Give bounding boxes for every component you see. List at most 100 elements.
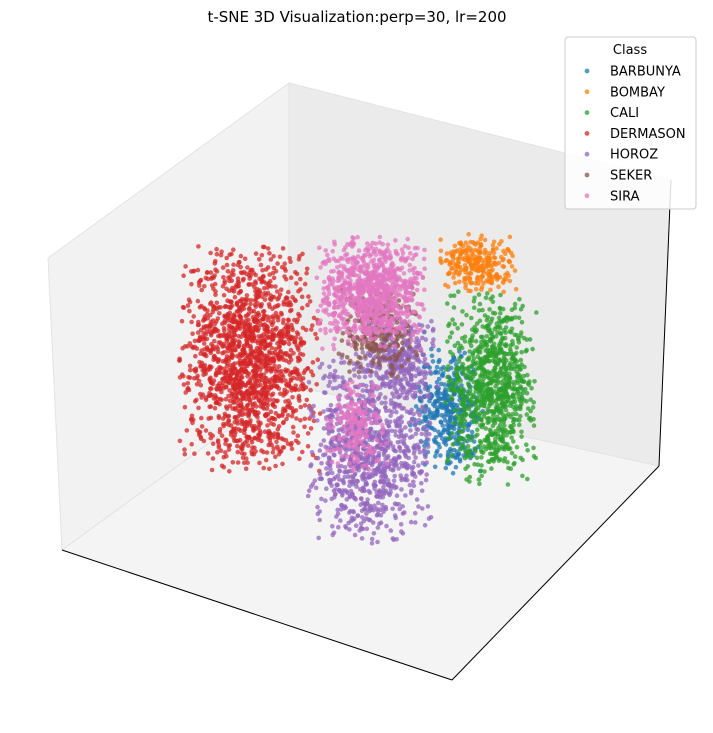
point-bombay — [486, 271, 492, 277]
point-dermason — [243, 298, 248, 303]
point-dermason — [256, 424, 262, 430]
point-cali — [496, 315, 502, 321]
point-dermason — [214, 300, 220, 306]
point-dermason — [245, 265, 250, 270]
point-bombay — [472, 241, 477, 246]
point-horoz — [337, 443, 343, 448]
point-dermason — [289, 322, 294, 328]
point-dermason — [245, 443, 251, 448]
point-seker — [376, 355, 381, 361]
point-cali — [519, 362, 524, 367]
point-barbunya — [443, 465, 449, 471]
point-horoz — [342, 465, 348, 470]
point-horoz — [398, 473, 403, 478]
point-cali — [512, 352, 517, 357]
point-horoz — [399, 487, 404, 492]
point-dermason — [214, 319, 219, 324]
point-dermason — [271, 265, 277, 271]
point-cali — [474, 411, 480, 417]
point-dermason — [224, 375, 229, 381]
point-cali — [512, 460, 517, 466]
point-dermason — [300, 325, 306, 331]
point-dermason — [245, 312, 250, 318]
point-dermason — [267, 251, 272, 256]
point-dermason — [279, 331, 285, 336]
point-horoz — [386, 423, 392, 429]
point-horoz — [416, 343, 422, 348]
point-dermason — [248, 298, 254, 303]
point-dermason — [248, 343, 253, 349]
point-cali — [492, 449, 498, 455]
point-horoz — [384, 375, 390, 381]
point-dermason — [276, 451, 282, 457]
point-dermason — [308, 387, 313, 393]
point-horoz — [403, 376, 409, 382]
point-dermason — [294, 281, 299, 286]
point-horoz — [359, 508, 365, 514]
point-cali — [498, 292, 503, 298]
point-dermason — [295, 433, 301, 439]
point-seker — [407, 344, 413, 350]
point-seker — [400, 346, 405, 352]
point-cali — [494, 391, 500, 397]
point-dermason — [265, 265, 271, 270]
point-horoz — [306, 379, 312, 385]
point-dermason — [270, 350, 275, 356]
point-dermason — [247, 324, 252, 329]
point-dermason — [274, 439, 279, 445]
point-dermason — [211, 329, 216, 334]
point-horoz — [350, 474, 356, 480]
point-horoz — [305, 493, 311, 499]
point-dermason — [265, 343, 271, 348]
point-dermason — [232, 377, 237, 382]
point-cali — [460, 402, 466, 408]
point-cali — [518, 367, 523, 372]
point-dermason — [277, 254, 283, 260]
point-cali — [485, 439, 491, 444]
point-bombay — [494, 246, 499, 251]
point-horoz — [343, 525, 349, 530]
point-bombay — [473, 287, 479, 292]
point-horoz — [428, 369, 433, 375]
point-cali — [490, 294, 495, 300]
point-dermason — [199, 303, 204, 309]
point-cali — [473, 384, 478, 390]
point-horoz — [365, 362, 371, 368]
point-cali — [470, 413, 476, 418]
point-bombay — [450, 265, 455, 271]
point-horoz — [383, 400, 388, 406]
point-dermason — [267, 397, 273, 403]
point-horoz — [431, 337, 436, 342]
point-dermason — [256, 435, 262, 441]
point-dermason — [262, 346, 268, 351]
point-cali — [489, 432, 495, 438]
point-cali — [497, 305, 503, 311]
point-dermason — [210, 441, 216, 447]
point-horoz — [346, 468, 352, 474]
point-dermason — [196, 244, 201, 249]
point-horoz — [385, 482, 391, 487]
point-cali — [451, 305, 457, 310]
point-cali — [467, 376, 472, 381]
point-cali — [512, 332, 518, 338]
point-horoz — [340, 380, 346, 385]
point-bombay — [492, 255, 498, 261]
point-dermason — [212, 405, 218, 411]
point-dermason — [262, 297, 268, 302]
point-horoz — [377, 366, 383, 371]
point-seker — [358, 364, 364, 370]
point-cali — [525, 406, 531, 411]
point-horoz — [385, 478, 391, 483]
point-cali — [465, 444, 471, 449]
point-dermason — [191, 314, 196, 319]
point-sira — [399, 265, 405, 271]
point-horoz — [421, 360, 427, 365]
point-cali — [458, 447, 463, 452]
point-horoz — [339, 457, 344, 462]
point-cali — [476, 308, 482, 313]
point-barbunya — [450, 470, 456, 476]
point-cali — [477, 439, 483, 444]
point-horoz — [392, 513, 398, 518]
point-bombay — [452, 280, 458, 286]
point-cali — [480, 307, 485, 313]
